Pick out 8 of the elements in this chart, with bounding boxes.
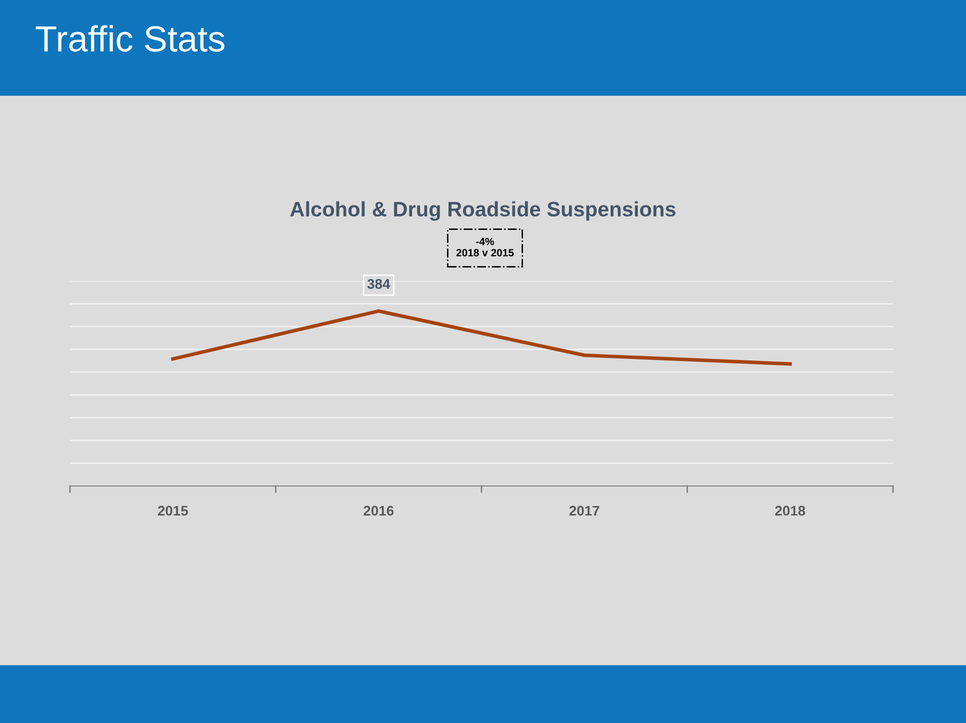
text: -4% 2018 v 2015 (456, 238, 514, 256)
x-tick-label: 2016 (364, 506, 394, 516)
x-tick-label: 2017 (569, 506, 600, 516)
chart-title: Traffic Stats (36, 25, 224, 52)
x-tick-label: 2015 (158, 506, 188, 516)
chart-subtitle: Alcohol & Drug Roadside Suspensions (290, 201, 676, 221)
x-tick-label: 2018 (775, 506, 806, 516)
data-label: 384 (367, 279, 390, 289)
